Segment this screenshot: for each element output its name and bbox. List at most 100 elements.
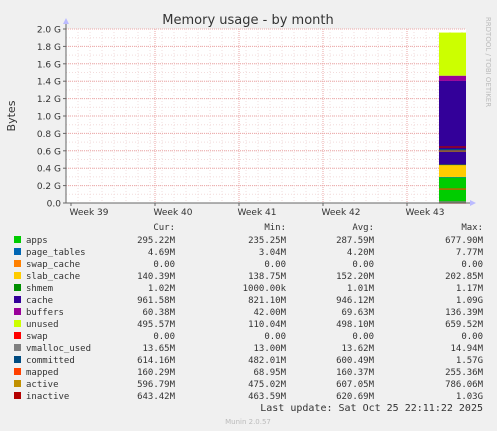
legend-min-inactive: 463.59M bbox=[248, 392, 287, 402]
x-axis-arrow bbox=[470, 200, 476, 206]
legend-max-slab-cache: 202.85M bbox=[445, 272, 484, 282]
legend-min-shmem: 1000.00k bbox=[243, 284, 287, 294]
x-tick-label: Week 41 bbox=[238, 208, 277, 218]
legend-swatch-swap bbox=[14, 332, 21, 339]
legend-name-buffers: buffers bbox=[26, 308, 64, 318]
legend-min-buffers: 42.00M bbox=[253, 308, 286, 318]
legend-swatch-mapped bbox=[14, 368, 21, 375]
legend-min-apps: 235.25M bbox=[248, 236, 287, 246]
x-tick-label: Week 43 bbox=[406, 208, 445, 218]
y-tick-label: 1.4 G bbox=[37, 78, 61, 88]
legend-max-apps: 677.90M bbox=[445, 236, 484, 246]
last-update: Last update: Sat Oct 25 22:11:22 2025 bbox=[260, 403, 483, 414]
legend-name-shmem: shmem bbox=[26, 284, 53, 294]
legend-cur-committed: 614.16M bbox=[137, 356, 176, 366]
legend-name-apps: apps bbox=[26, 236, 48, 246]
y-tick-label: 0.4 G bbox=[37, 165, 61, 175]
y-axis-arrow bbox=[63, 18, 69, 24]
legend-cur-swap: 0.00 bbox=[153, 332, 175, 342]
legend-swatch-cache bbox=[14, 296, 21, 303]
legend-cur-shmem: 1.02M bbox=[148, 284, 176, 294]
legend-name-committed: committed bbox=[26, 356, 75, 366]
legend-swatch-unused bbox=[14, 320, 21, 327]
x-tick-label: Week 42 bbox=[322, 208, 361, 218]
legend-swatch-committed bbox=[14, 356, 21, 363]
legend-avg-swap: 0.00 bbox=[352, 332, 374, 342]
legend-cur-mapped: 160.29M bbox=[137, 368, 176, 378]
legend-min-unused: 110.04M bbox=[248, 320, 287, 330]
legend-header-min: Min: bbox=[264, 223, 286, 233]
legend-min-cache: 821.10M bbox=[248, 296, 287, 306]
legend-name-swap-cache: swap_cache bbox=[26, 260, 80, 270]
legend-avg-inactive: 620.69M bbox=[336, 392, 375, 402]
legend-min-slab-cache: 138.75M bbox=[248, 272, 287, 282]
watermark: RRDTOOL / TOBI OETIKER bbox=[484, 17, 492, 107]
y-tick-label: 1.6 G bbox=[37, 60, 61, 70]
y-tick-label: 1.8 G bbox=[37, 43, 61, 53]
area-buffers bbox=[439, 75, 466, 81]
legend-cur-slab-cache: 140.39M bbox=[137, 272, 176, 282]
legend-cur-unused: 495.57M bbox=[137, 320, 176, 330]
legend-swatch-page-tables bbox=[14, 248, 21, 255]
legend-cur-page-tables: 4.69M bbox=[148, 248, 176, 258]
y-axis-ticks: 0.0 0.2 G 0.4 G 0.6 G 0.8 G 1.0 G 1.2 G 1.4 G 1.… bbox=[37, 26, 66, 210]
legend-max-inactive: 1.03G bbox=[456, 392, 483, 402]
legend-max-buffers: 136.39M bbox=[445, 308, 484, 318]
y-tick-label: 0.8 G bbox=[37, 130, 61, 140]
legend-name-swap: swap bbox=[26, 332, 48, 342]
x-tick-label: Week 40 bbox=[154, 208, 193, 218]
legend-avg-buffers: 69.63M bbox=[341, 308, 374, 318]
y-tick-label: 0.6 G bbox=[37, 147, 61, 157]
area-slab-cache bbox=[439, 164, 466, 177]
legend-min-page-tables: 3.04M bbox=[259, 248, 287, 258]
legend-max-mapped: 255.36M bbox=[445, 368, 484, 378]
munin-version: Munin 2.0.57 bbox=[225, 418, 271, 426]
legend-name-mapped: mapped bbox=[26, 368, 59, 378]
area-unused bbox=[439, 32, 466, 76]
legend-cur-cache: 961.58M bbox=[137, 296, 176, 306]
legend-avg-cache: 946.12M bbox=[336, 296, 375, 306]
y-tick-label: 1.0 G bbox=[37, 113, 61, 123]
legend-name-page-tables: page_tables bbox=[26, 248, 86, 258]
chart-title: Memory usage - by month bbox=[162, 13, 333, 28]
legend-header-avg: Avg: bbox=[352, 223, 374, 233]
y-tick-label: 0.0 bbox=[47, 200, 62, 210]
area-cache bbox=[439, 80, 466, 165]
legend: Cur: Min: Avg: Max: apps 295.22M 235.25M 28… bbox=[14, 223, 484, 402]
legend-name-vmalloc-used: vmalloc_used bbox=[26, 344, 91, 354]
legend-max-committed: 1.57G bbox=[456, 356, 483, 366]
legend-cur-swap-cache: 0.00 bbox=[153, 260, 175, 270]
legend-max-active: 786.06M bbox=[445, 380, 484, 390]
legend-header-max: Max: bbox=[461, 223, 483, 233]
legend-cur-vmalloc-used: 13.65M bbox=[142, 344, 175, 354]
legend-max-swap-cache: 0.00 bbox=[461, 260, 483, 270]
legend-swatch-buffers bbox=[14, 308, 21, 315]
legend-header-cur: Cur: bbox=[153, 223, 175, 233]
legend-max-unused: 659.52M bbox=[445, 320, 484, 330]
legend-min-swap: 0.00 bbox=[264, 332, 286, 342]
legend-swatch-inactive bbox=[14, 392, 21, 399]
grid bbox=[66, 28, 466, 203]
legend-avg-page-tables: 4.20M bbox=[347, 248, 375, 258]
legend-swatch-slab-cache bbox=[14, 272, 21, 279]
legend-min-mapped: 68.95M bbox=[253, 368, 286, 378]
legend-max-swap: 0.00 bbox=[461, 332, 483, 342]
x-tick-label: Week 39 bbox=[70, 208, 109, 218]
area-page-tables bbox=[439, 176, 466, 178]
area-shmem bbox=[439, 164, 466, 166]
legend-max-vmalloc-used: 14.94M bbox=[450, 344, 483, 354]
legend-cur-inactive: 643.42M bbox=[137, 392, 176, 402]
y-tick-label: 1.2 G bbox=[37, 95, 61, 105]
legend-swatch-apps bbox=[14, 236, 21, 243]
legend-min-active: 475.02M bbox=[248, 380, 287, 390]
legend-avg-unused: 498.10M bbox=[336, 320, 375, 330]
y-tick-label: 2.0 G bbox=[37, 26, 61, 36]
legend-swatch-vmalloc-used bbox=[14, 344, 21, 351]
legend-min-swap-cache: 0.00 bbox=[264, 260, 286, 270]
legend-cur-buffers: 60.38M bbox=[142, 308, 175, 318]
legend-avg-mapped: 160.37M bbox=[336, 368, 375, 378]
legend-max-page-tables: 7.77M bbox=[456, 248, 484, 258]
legend-name-inactive: inactive bbox=[26, 392, 69, 402]
legend-name-unused: unused bbox=[26, 320, 59, 330]
